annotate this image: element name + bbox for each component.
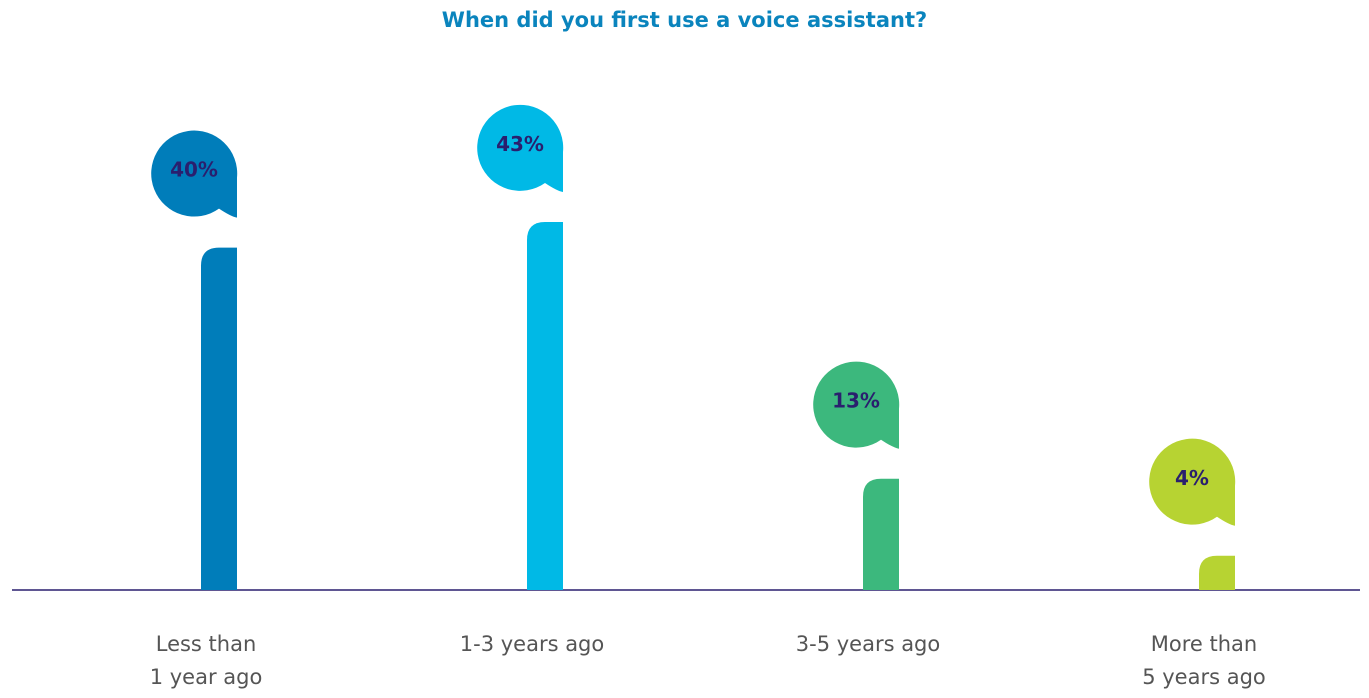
category-label-line: 5 years ago: [1142, 665, 1266, 689]
value-bubble-3: [1149, 438, 1236, 526]
value-bubble-2: [813, 361, 900, 449]
category-label-0: Less than 1 year ago: [150, 632, 263, 689]
bar-0: [201, 247, 237, 590]
bar-2: [863, 478, 899, 590]
value-label-3: 4%: [1175, 466, 1209, 490]
category-label-line: 1-3 years ago: [460, 632, 605, 656]
category-label-1: 1-3 years ago: [460, 632, 605, 656]
category-label-line: 3-5 years ago: [796, 632, 941, 656]
bars-group: [201, 222, 1235, 590]
value-label-0: 40%: [170, 158, 218, 182]
value-bubble-1: [477, 104, 564, 192]
category-label-line: More than: [1151, 632, 1257, 656]
value-bubbles-group: 40% 43% 13% 4%: [151, 104, 1236, 526]
category-labels-group: Less than 1 year ago 1-3 years ago 3-5 year…: [150, 632, 1266, 689]
value-label-1: 43%: [496, 132, 544, 156]
value-bubble-0: [151, 130, 238, 218]
category-label-line: Less than: [156, 632, 257, 656]
value-label-2: 13%: [832, 389, 880, 413]
bar-1: [527, 222, 563, 590]
category-label-3: More than 5 years ago: [1142, 632, 1266, 689]
category-label-line: 1 year ago: [150, 665, 263, 689]
bar-3: [1199, 555, 1235, 590]
category-label-2: 3-5 years ago: [796, 632, 941, 656]
chart-title: When did you first use a voice assistant…: [441, 8, 928, 32]
